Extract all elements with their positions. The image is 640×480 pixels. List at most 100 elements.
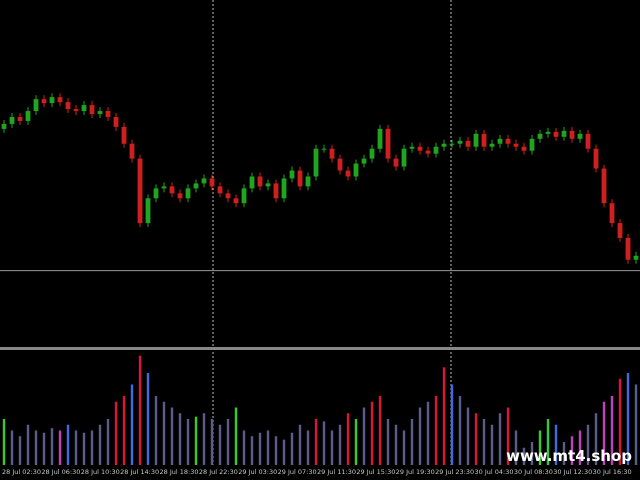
volume-bar <box>594 413 598 465</box>
candle-body <box>601 168 607 204</box>
volume-bar <box>386 419 390 465</box>
volume-bar <box>402 430 406 465</box>
time-label: 29 Jul 11:30 <box>317 468 356 476</box>
candle-body <box>577 133 583 139</box>
candle-body <box>553 131 559 137</box>
candle-body <box>321 148 327 150</box>
candle-body <box>105 111 111 117</box>
time-label: 28 Jul 18:30 <box>160 468 199 476</box>
volume-bar <box>570 436 574 465</box>
volume-bar <box>98 424 102 465</box>
candle-body <box>281 178 287 199</box>
candle-body <box>289 170 295 179</box>
volume-bar <box>474 413 478 465</box>
candle-body <box>337 158 343 171</box>
volume-bar <box>178 413 182 465</box>
volume-bar <box>114 401 118 465</box>
candle-body <box>481 133 487 147</box>
volume-bar <box>82 432 86 465</box>
candle-body <box>81 105 87 112</box>
volume-bar <box>578 430 582 465</box>
volume-bar <box>562 442 566 465</box>
volume-bar <box>466 407 470 465</box>
candle-body <box>217 186 223 194</box>
candle-body <box>369 148 375 159</box>
volume-bar <box>322 421 326 465</box>
candle-body <box>73 109 79 112</box>
candle-body <box>497 138 503 144</box>
candle-body <box>161 186 167 189</box>
volume-bar <box>226 419 230 465</box>
volume-bar <box>194 416 198 465</box>
volume-bar <box>162 401 166 465</box>
volume-bar <box>250 436 254 465</box>
volume-bar <box>538 430 542 465</box>
candle-body <box>1 123 7 129</box>
volume-bar <box>410 419 414 465</box>
candle-body <box>433 146 439 154</box>
volume-bar <box>306 430 310 465</box>
watermark: www.mt4.shop <box>506 447 632 465</box>
candle-body <box>273 183 279 199</box>
candle-body <box>585 133 591 149</box>
time-label: 28 Jul 10:30 <box>81 468 120 476</box>
volume-bar <box>394 424 398 465</box>
volume-bar <box>506 407 510 465</box>
volume-bar <box>122 396 126 465</box>
volume-bar <box>546 419 550 465</box>
candle-body <box>169 186 175 194</box>
candle-body <box>521 146 527 151</box>
candle-body <box>617 223 623 238</box>
time-label: 30 Jul 16:30 <box>593 468 632 476</box>
volume-bar <box>370 401 374 465</box>
volume-bar <box>354 419 358 465</box>
candle-body <box>441 143 447 147</box>
candle-body <box>345 170 351 177</box>
volume-bar <box>154 396 158 465</box>
time-label: 29 Jul 19:30 <box>396 468 435 476</box>
volume-bar <box>338 424 342 465</box>
volume-bar <box>50 428 54 465</box>
candle-body <box>33 99 39 112</box>
candle-body <box>9 116 15 124</box>
candle-body <box>457 140 463 144</box>
time-label: 28 Jul 06:30 <box>41 468 80 476</box>
time-label: 29 Jul 15:30 <box>356 468 395 476</box>
candle-body <box>537 133 543 139</box>
volume-bar <box>442 367 446 465</box>
volume-bar <box>258 432 262 465</box>
volume-bar <box>274 436 278 465</box>
candle-body <box>465 140 471 147</box>
candle-body <box>297 170 303 187</box>
volume-bar <box>242 430 246 465</box>
time-label: 30 Jul 12:30 <box>553 468 592 476</box>
volume-bar <box>330 430 334 465</box>
volume-bar <box>146 373 150 465</box>
volume-bar <box>490 424 494 465</box>
candle-body <box>17 116 23 121</box>
candle-body <box>233 198 239 204</box>
volume-bar <box>234 407 238 465</box>
candle-body <box>313 148 319 177</box>
candle-body <box>633 255 639 260</box>
volume-bar <box>602 401 606 465</box>
candle-body <box>225 193 231 199</box>
candle-body <box>329 148 335 159</box>
volume-bar <box>266 430 270 465</box>
volume-bar <box>450 384 454 465</box>
volume-bar <box>314 419 318 465</box>
candle-body <box>209 178 215 187</box>
candle-body <box>265 183 271 187</box>
panel-divider <box>0 347 640 350</box>
volume-bar <box>202 413 206 465</box>
candle-body <box>137 158 143 224</box>
volume-bar <box>426 401 430 465</box>
candle-body <box>401 148 407 167</box>
volume-bar <box>554 424 558 465</box>
candle-body <box>569 130 575 139</box>
candle-body <box>177 193 183 199</box>
candle-body <box>249 176 255 189</box>
candle-body <box>609 203 615 224</box>
